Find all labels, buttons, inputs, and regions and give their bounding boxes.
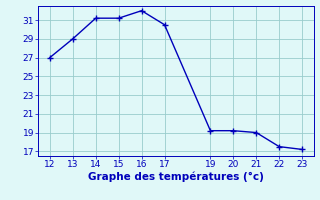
X-axis label: Graphe des températures (°c): Graphe des températures (°c) xyxy=(88,172,264,182)
